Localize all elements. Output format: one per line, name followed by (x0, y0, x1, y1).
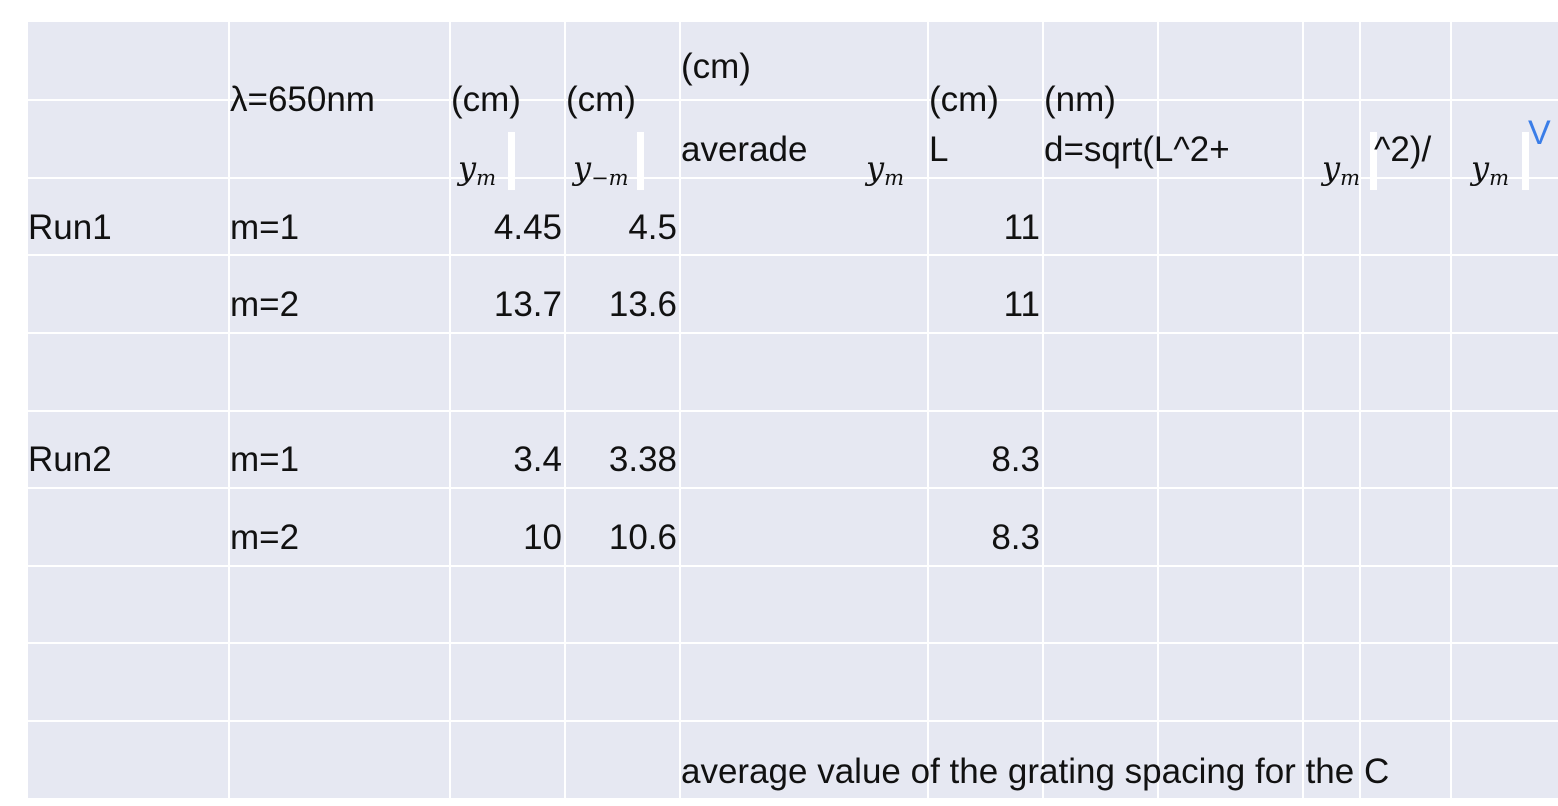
L-unit-label[interactable]: (cm) (929, 80, 999, 119)
run-label[interactable]: Run2 (28, 440, 112, 479)
L-label[interactable]: L (929, 130, 949, 169)
ym-cell[interactable]: 3.4 (513, 440, 562, 479)
row-divider (28, 332, 1558, 334)
wavelength-label[interactable]: λ=650nm (230, 80, 375, 119)
cell-highlight (637, 132, 644, 190)
row-divider (28, 720, 1558, 722)
cell-highlight (1522, 132, 1529, 190)
order-cell[interactable]: m=2 (230, 518, 300, 557)
y-minus-m-cell[interactable]: 3.38 (608, 440, 677, 479)
ym-header-symbol[interactable]: ym (458, 149, 496, 190)
row-divider (28, 254, 1558, 256)
run-label[interactable]: Run1 (28, 208, 112, 247)
ym-cell[interactable]: 13.7 (493, 285, 562, 324)
order-cell[interactable]: m=2 (230, 285, 300, 324)
d-formula-start[interactable]: d=sqrt(L^2+ (1044, 130, 1230, 169)
d-unit-label[interactable]: (nm) (1044, 80, 1116, 119)
d-formula-end[interactable]: ^2)/ (1374, 130, 1432, 169)
footer-text[interactable]: average value of the grating spacing for… (681, 752, 1390, 791)
L-cell[interactable]: 8.3 (991, 518, 1040, 557)
average-ym-symbol: ym (866, 149, 904, 190)
average-label[interactable]: averade (681, 130, 808, 169)
y-minus-m-unit-label[interactable]: (cm) (566, 80, 636, 119)
order-cell[interactable]: m=1 (230, 440, 300, 479)
spreadsheet-grid: λ=650nm (cm) (cm) (cm) (cm) (nm) ym y−m … (28, 22, 1558, 798)
order-cell[interactable]: m=1 (230, 208, 300, 247)
row-divider (28, 410, 1558, 412)
y-minus-m-cell[interactable]: 4.5 (628, 208, 677, 247)
y-minus-m-header-symbol[interactable]: y−m (573, 149, 629, 190)
d-formula-ym2-symbol: ym (1471, 149, 1509, 190)
cell-highlight (508, 132, 515, 190)
row-divider (28, 642, 1558, 644)
row-divider (28, 565, 1558, 567)
row-divider (28, 99, 1558, 101)
d-formula-ym-symbol: ym (1322, 149, 1360, 190)
y-minus-m-cell[interactable]: 13.6 (608, 285, 677, 324)
row-divider (28, 487, 1558, 489)
y-minus-m-cell[interactable]: 10.6 (608, 518, 677, 557)
ym-cell[interactable]: 10 (523, 518, 562, 557)
L-cell[interactable]: 11 (1003, 285, 1040, 324)
handwritten-mark: V (1528, 114, 1551, 152)
average-unit-label[interactable]: (cm) (681, 47, 751, 86)
ym-cell[interactable]: 4.45 (493, 208, 562, 247)
L-cell[interactable]: 8.3 (991, 440, 1040, 479)
L-cell[interactable]: 11 (1003, 208, 1040, 247)
ym-unit-label[interactable]: (cm) (451, 80, 521, 119)
cell-highlight (1370, 132, 1377, 190)
row-divider (28, 177, 1558, 179)
